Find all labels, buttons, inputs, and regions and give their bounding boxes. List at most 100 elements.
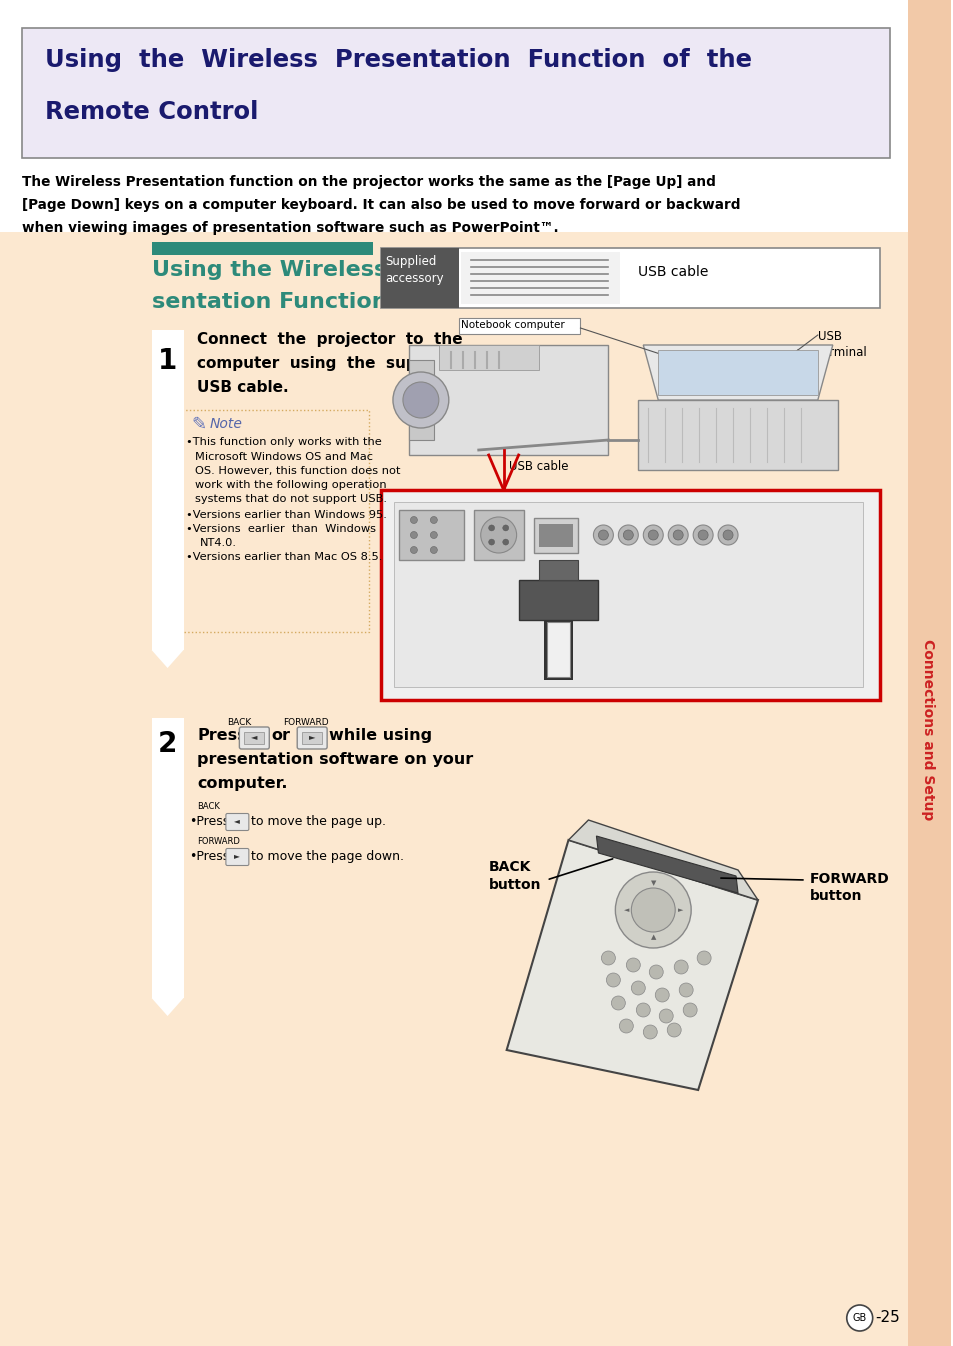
Text: to move the page down.: to move the page down. — [251, 851, 404, 863]
Bar — [438, 345, 538, 370]
Text: ◄: ◄ — [234, 817, 240, 825]
Text: 1: 1 — [158, 347, 177, 376]
Bar — [302, 732, 322, 744]
Bar — [0, 0, 906, 232]
Circle shape — [642, 1026, 657, 1039]
Text: USB cable: USB cable — [508, 460, 568, 472]
Circle shape — [606, 973, 619, 987]
Text: Connect  the  projector  to  the: Connect the projector to the — [197, 332, 462, 347]
Text: ►: ► — [309, 732, 315, 742]
Circle shape — [626, 958, 639, 972]
Text: or: or — [271, 728, 290, 743]
Text: •Versions earlier than Mac OS 8.5.: •Versions earlier than Mac OS 8.5. — [185, 552, 381, 563]
Text: NT4.0.: NT4.0. — [199, 538, 236, 548]
Text: 2: 2 — [157, 730, 177, 758]
Text: •Versions earlier than Windows 95.: •Versions earlier than Windows 95. — [185, 510, 386, 520]
Bar — [409, 345, 608, 455]
Circle shape — [846, 1306, 872, 1331]
Bar — [244, 732, 264, 744]
Bar — [538, 524, 573, 546]
Circle shape — [622, 530, 633, 540]
Text: [Page Down] keys on a computer keyboard. It can also be used to move forward or : [Page Down] keys on a computer keyboard.… — [22, 198, 740, 213]
Circle shape — [655, 988, 668, 1001]
Circle shape — [673, 530, 682, 540]
Text: Remote Control: Remote Control — [45, 100, 258, 124]
Bar — [533, 518, 578, 553]
FancyBboxPatch shape — [226, 848, 249, 865]
Text: •Press: •Press — [190, 814, 230, 828]
Text: to move the page up.: to move the page up. — [251, 814, 386, 828]
Bar — [518, 580, 598, 621]
Polygon shape — [568, 820, 758, 900]
Text: FORWARD
button: FORWARD button — [809, 872, 888, 903]
Circle shape — [659, 1010, 673, 1023]
Text: Note: Note — [210, 417, 242, 431]
Text: terminal: terminal — [817, 346, 866, 359]
Bar — [538, 560, 578, 580]
FancyBboxPatch shape — [239, 727, 269, 748]
Text: BACK: BACK — [227, 717, 252, 727]
Text: Press: Press — [197, 728, 247, 743]
Text: •Press: •Press — [190, 851, 230, 863]
Text: BACK: BACK — [197, 802, 220, 812]
Text: BACK
button: BACK button — [488, 860, 540, 891]
Circle shape — [631, 888, 675, 931]
Polygon shape — [642, 345, 832, 400]
Bar — [458, 318, 579, 334]
Text: USB: USB — [817, 330, 841, 343]
Circle shape — [593, 525, 613, 545]
Text: -25: -25 — [875, 1311, 900, 1326]
Bar — [380, 490, 879, 700]
Text: Supplied
accessory: Supplied accessory — [385, 254, 443, 285]
Circle shape — [718, 525, 738, 545]
Text: ▼: ▼ — [650, 880, 656, 886]
Bar — [181, 411, 369, 633]
Text: ►: ► — [677, 907, 682, 913]
Circle shape — [631, 981, 644, 995]
Circle shape — [615, 872, 690, 948]
Circle shape — [393, 371, 448, 428]
Text: ▲: ▲ — [650, 934, 656, 940]
Circle shape — [430, 546, 436, 553]
Text: USB cable: USB cable — [638, 265, 708, 279]
Bar — [906, 0, 950, 1346]
Text: computer.: computer. — [197, 777, 288, 791]
Circle shape — [402, 382, 438, 419]
Text: Using  the  Wireless  Presentation  Function  of  the: Using the Wireless Presentation Function… — [45, 48, 751, 71]
Text: FORWARD: FORWARD — [283, 717, 329, 727]
Text: ◄: ◄ — [251, 732, 257, 742]
Bar — [409, 359, 434, 440]
Circle shape — [488, 538, 494, 545]
Text: sentation Function: sentation Function — [152, 292, 387, 312]
Text: The Wireless Presentation function on the projector works the same as the [Page : The Wireless Presentation function on th… — [22, 175, 715, 188]
Bar — [378, 1079, 906, 1346]
Text: while using: while using — [329, 728, 432, 743]
Circle shape — [649, 965, 662, 979]
Circle shape — [598, 530, 608, 540]
Circle shape — [674, 960, 687, 975]
Circle shape — [648, 530, 658, 540]
Circle shape — [600, 952, 615, 965]
Text: computer  using  the  supplied: computer using the supplied — [197, 355, 459, 371]
Polygon shape — [152, 997, 183, 1016]
Text: Connections and Setup: Connections and Setup — [920, 639, 934, 821]
Circle shape — [722, 530, 732, 540]
Bar — [152, 242, 373, 254]
Circle shape — [693, 525, 712, 545]
Circle shape — [667, 525, 687, 545]
FancyBboxPatch shape — [226, 813, 249, 830]
Bar — [380, 248, 458, 308]
Text: Microsoft Windows OS and Mac: Microsoft Windows OS and Mac — [195, 452, 373, 462]
Polygon shape — [506, 840, 758, 1090]
Circle shape — [642, 525, 662, 545]
Bar — [658, 350, 817, 394]
Bar — [152, 330, 183, 650]
Text: FORWARD: FORWARD — [197, 837, 240, 847]
Circle shape — [618, 525, 638, 545]
Circle shape — [682, 1003, 697, 1018]
Bar — [638, 400, 837, 470]
Bar — [0, 232, 906, 1346]
Text: Notebook computer: Notebook computer — [460, 320, 564, 330]
Text: •Versions  earlier  than  Windows: •Versions earlier than Windows — [185, 524, 375, 534]
Text: •This function only works with the: •This function only works with the — [185, 437, 381, 447]
